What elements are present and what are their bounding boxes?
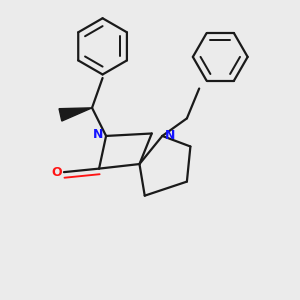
Text: O: O [51, 166, 62, 178]
Text: N: N [165, 129, 175, 142]
Polygon shape [59, 108, 92, 121]
Text: N: N [93, 128, 103, 141]
